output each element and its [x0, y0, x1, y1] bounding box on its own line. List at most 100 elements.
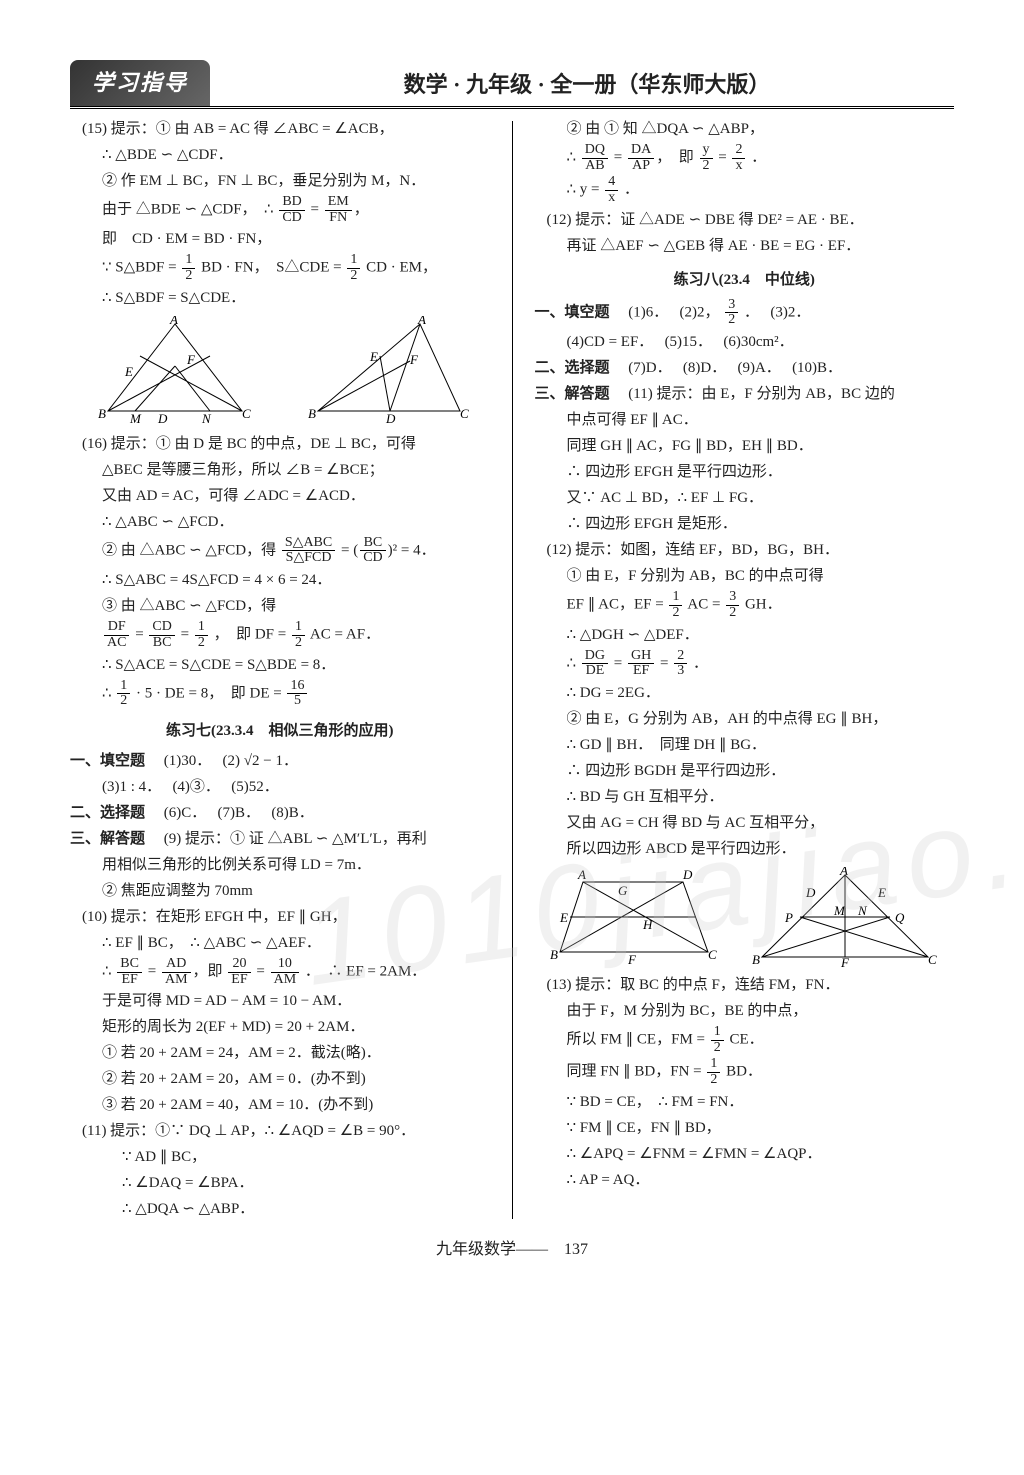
category: 二、选择题: [535, 359, 610, 376]
text: ∴: [102, 685, 115, 701]
svg-text:F: F: [409, 352, 419, 367]
fraction: ADAM: [162, 957, 191, 987]
text-line: EF ∥ AC，EF = 12 AC = 32 GH．: [535, 590, 955, 620]
logo-text: 学习指导: [92, 65, 188, 100]
ans: (8)D．: [683, 360, 719, 376]
text: EF ∥ AC，EF =: [567, 597, 668, 613]
text: GH．: [745, 597, 782, 613]
fraction: 20EF: [228, 957, 250, 987]
text-line: 又由 AG = CH 得 BD 与 AC 互相平分，: [535, 811, 955, 835]
ans: (10)B．: [792, 360, 842, 376]
triangle-diagram-3: A D E P M N Q B F C: [750, 867, 940, 967]
text: ．: [693, 655, 708, 671]
left-column: (15) 提示：① 由 AB = AC 得 ∠ABC = ∠ACB， ∴ △BD…: [70, 117, 490, 1223]
text: · 5 · DE = 8， 即 DE =: [136, 685, 285, 701]
text-line: ∴ 12 · 5 · DE = 8， 即 DE = 165: [70, 679, 490, 709]
text: BD．: [726, 1064, 762, 1080]
fraction: CDBC: [149, 620, 174, 650]
columns: (15) 提示：① 由 AB = AC 得 ∠ABC = ∠ACB， ∴ △BD…: [70, 117, 954, 1223]
fraction: DFAC: [104, 620, 129, 650]
text-line: 由于 △BDE ∽ △CDF， ∴ BDCD = EMFN，: [70, 195, 490, 225]
svg-text:D: D: [157, 411, 168, 426]
text-line: ② 作 EM ⊥ BC，FN ⊥ BC，垂足分别为 M，N．: [70, 169, 490, 193]
category: 一、填空题: [70, 752, 145, 769]
text-line: ∴ △DGH ∽ △DEF．: [535, 623, 955, 647]
svg-text:A: A: [577, 867, 586, 882]
text: (15) 提示：① 由 AB = AC 得 ∠ABC = ∠ACB，: [82, 121, 394, 137]
fraction: GHEF: [628, 649, 654, 679]
text-line: ② 由 E，G 分别为 AB，AH 的中点得 EG ∥ BH，: [535, 707, 955, 731]
ans: (7)B．: [218, 805, 253, 821]
eq: =: [311, 202, 323, 218]
svg-text:F: F: [627, 952, 637, 967]
ans: (5)52．: [231, 779, 279, 795]
text: ， 即 DF =: [214, 627, 290, 643]
svg-text:P: P: [784, 910, 793, 925]
fill-row: 一、填空题 (1)6． (2)2， 32 ． (3)2．: [535, 298, 955, 328]
ans-row: 三、解答题 (9) 提示：① 证 △ABL ∽ △M′L′L，再利: [70, 827, 490, 851]
page: 学习指导 数学 · 九年级 · 全一册（华东师大版） (15) 提示：① 由 A…: [0, 0, 1024, 1303]
svg-text:D: D: [682, 867, 693, 882]
text-line: (10) 提示：在矩形 EFGH 中，EF ∥ GH，: [70, 905, 490, 929]
ans: (1)30．: [164, 753, 204, 769]
fill-row: 一、填空题 (1)30． (2) √2 − 1．: [70, 749, 490, 773]
text: 由于 △BDE ∽ △CDF， ∴: [102, 202, 277, 218]
text-line: (16) 提示：① 由 D 是 BC 的中点，DE ⊥ BC，可得: [70, 432, 490, 456]
text-line: ∴ S△ACE = S△CDE = S△BDE = 8．: [70, 653, 490, 677]
text: BD · FN， S△CDE =: [201, 260, 345, 276]
text-line: ∵ AD ∥ BC，: [70, 1145, 490, 1169]
text-line: (12) 提示：证 △ADE ∽ DBE 得 DE² = AE · BE．: [535, 208, 955, 232]
choice-row: 二、选择题 (6)C． (7)B． (8)B．: [70, 801, 490, 825]
text-line: 同理 FN ∥ BD，FN = 12 BD．: [535, 1057, 955, 1087]
text-line: (15) 提示：① 由 AB = AC 得 ∠ABC = ∠ACB，: [70, 117, 490, 141]
text-line: ∵ FM ∥ CE，FN ∥ BD，: [535, 1116, 955, 1140]
text: AC = AF．: [310, 627, 380, 643]
svg-text:M: M: [833, 903, 846, 918]
category: 三、解答题: [535, 385, 610, 402]
triangle-diagram-1: A E F B M D N C: [90, 316, 260, 426]
text-line: (11) 提示：①∵ DQ ⊥ AP，∴ ∠AQD = ∠B = 90°．: [70, 1119, 490, 1143]
category: 一、填空题: [535, 303, 610, 320]
text: ．: [624, 182, 639, 198]
text-line: (12) 提示：如图，连结 EF，BD，BG，BH．: [535, 538, 955, 562]
ans: ．: [744, 304, 752, 320]
page-title: 数学 · 九年级 · 全一册（华东师大版）: [220, 67, 954, 106]
text: 同理 FN ∥ BD，FN =: [567, 1064, 706, 1080]
fill-row: (4)CD = EF． (5)15． (6)30cm²．: [535, 330, 955, 354]
text-line: 所以 FM ∥ CE，FM = 12 CE．: [535, 1025, 955, 1055]
triangle-diagram-2: A E F B D C: [300, 316, 470, 426]
text-line: ∴ DG = 2EG．: [535, 681, 955, 705]
svg-text:A: A: [417, 316, 426, 327]
svg-text:F: F: [840, 955, 850, 967]
fraction: S△ABCS△FCD: [282, 536, 335, 566]
fraction: 32: [726, 590, 739, 620]
text-line: ② 由 ① 知 △DQA ∽ △ABP，: [535, 117, 955, 141]
text-line: ② 若 20 + 2AM = 20，AM = 0．(办不到): [70, 1067, 490, 1091]
svg-text:N: N: [201, 411, 212, 426]
text: AC =: [687, 597, 724, 613]
text-line: ∴ BD 与 GH 互相平分．: [535, 785, 955, 809]
text-line: ∴ 四边形 BGDH 是平行四边形．: [535, 759, 955, 783]
text-line: ∴ S△ABC = 4S△FCD = 4 × 6 = 24．: [70, 568, 490, 592]
text-line: 同理 GH ∥ AC，FG ∥ BD，EH ∥ BD．: [535, 434, 955, 458]
text: ∵ S△BDF =: [102, 260, 180, 276]
ans: (9)A．: [737, 360, 773, 376]
fraction: 165: [287, 679, 307, 709]
header: 学习指导 数学 · 九年级 · 全一册（华东师大版）: [70, 60, 954, 109]
text-line: ① 由 E，F 分别为 AB，BC 的中点可得: [535, 564, 955, 588]
fraction: BDCD: [279, 195, 304, 225]
fraction: 12: [711, 1025, 724, 1055]
text-line: DFAC = CDBC = 12 ， 即 DF = 12 AC = AF．: [70, 620, 490, 650]
text-line: ∵ BD = CE， ∴ FM = FN．: [535, 1090, 955, 1114]
text: ② 由 △ABC ∽ △FCD，得: [102, 542, 280, 558]
ans: (2) √2 − 1．: [223, 753, 298, 769]
text-line: ③ 若 20 + 2AM = 40，AM = 10．(办不到): [70, 1093, 490, 1117]
ans: (5)15．: [665, 334, 705, 350]
text: ．: [751, 150, 766, 166]
fraction: 4x: [605, 175, 618, 205]
fraction: DGDE: [582, 649, 608, 679]
text-line: ∴ 四边形 EFGH 是平行四边形．: [535, 460, 955, 484]
exercise8-title: 练习八(23.4 中位线): [535, 268, 955, 292]
ans: (4)③．: [172, 779, 212, 795]
svg-text:B: B: [550, 947, 558, 962]
